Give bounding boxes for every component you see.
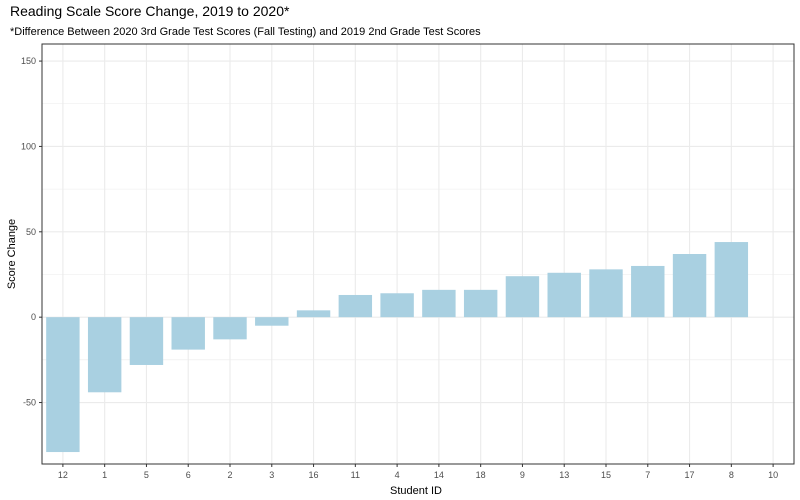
y-axis-title: Score Change [6,219,18,289]
x-tick-label: 4 [395,470,400,480]
bar-student-11 [338,294,373,318]
bar-student-17 [672,254,707,318]
bar-student-18 [463,289,498,318]
x-tick-label: 1 [102,470,107,480]
x-tick-label: 7 [645,470,650,480]
bar-student-7 [631,265,665,318]
x-tick-label: 10 [768,470,778,480]
chart-title: Reading Scale Score Change, 2019 to 2020… [10,3,290,19]
bar-student-9 [505,276,540,318]
x-tick-label: 15 [601,470,611,480]
bars [46,242,749,453]
bar-student-15 [589,269,623,318]
x-tick-label: 16 [309,470,319,480]
x-tick-label: 6 [186,470,191,480]
bar-student-2 [213,317,247,340]
x-tick-label: 8 [729,470,734,480]
bar-student-8 [714,242,749,318]
x-axis-title: Student ID [390,485,442,497]
bar-student-13 [547,272,581,318]
bar-student-16 [296,310,331,318]
bar-student-6 [171,317,205,350]
x-tick-label: 5 [144,470,149,480]
bar-student-12 [46,317,80,453]
x-tick-label: 13 [559,470,569,480]
y-tick-label: 100 [21,141,36,151]
y-tick-label: 0 [31,312,36,322]
x-tick-label: 14 [434,470,444,480]
chart-subtitle: *Difference Between 2020 3rd Grade Test … [10,26,481,38]
bar-student-1 [87,317,122,393]
y-axis-ticks: -50 0 50 100 150 [21,56,42,408]
bar-student-5 [129,317,164,365]
y-tick-label: 50 [26,227,36,237]
x-tick-label: 2 [227,470,232,480]
y-tick-label: 150 [21,56,36,66]
bar-student-3 [255,317,289,326]
x-axis-ticks: 12 1 5 6 2 3 16 11 4 14 18 9 13 15 7 17 8 10 [58,464,778,480]
x-tick-label: 12 [58,470,68,480]
x-tick-label: 18 [476,470,486,480]
bar-student-14 [422,289,456,318]
bar-student-4 [380,293,414,318]
panel-border [41,43,795,465]
x-tick-label: 3 [269,470,274,480]
x-tick-label: 17 [685,470,695,480]
x-tick-label: 11 [351,470,360,480]
x-tick-label: 9 [520,470,525,480]
y-tick-label: -50 [23,398,36,408]
